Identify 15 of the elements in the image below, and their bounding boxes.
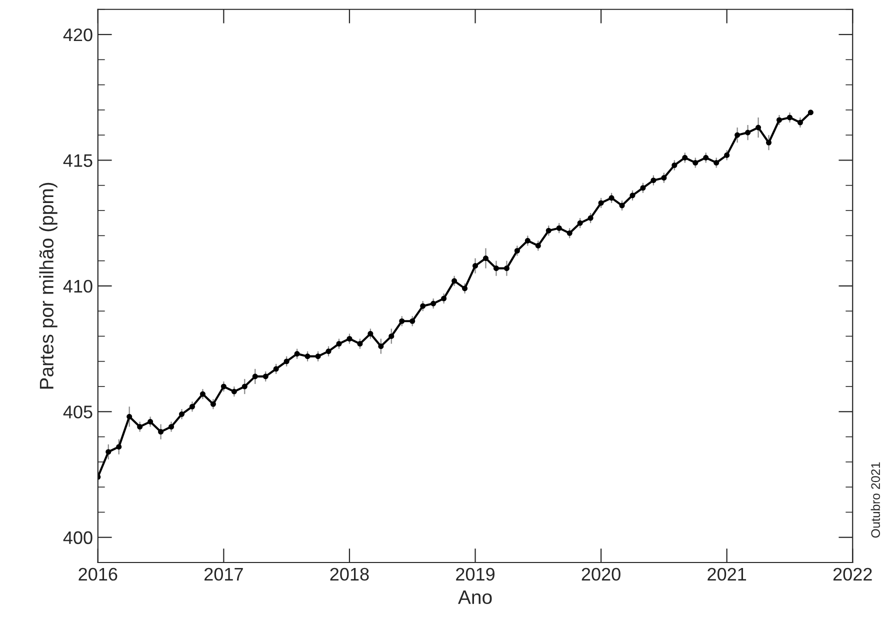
y-axis-title: Partes por milhão (ppm) xyxy=(39,182,58,389)
x-tick-label: 2021 xyxy=(708,568,746,581)
x-tick-label: 2017 xyxy=(204,568,243,581)
x-tick-label: 2018 xyxy=(330,568,369,581)
y-tick-label: 410 xyxy=(63,280,92,293)
x-tick-label: 2020 xyxy=(582,568,620,581)
x-tick-label: 2019 xyxy=(456,568,494,581)
y-tick-label: 405 xyxy=(63,406,92,418)
y-tick-label: 420 xyxy=(63,28,92,42)
text: Outubro 2021 xyxy=(870,462,880,538)
y-tick-label: 400 xyxy=(63,531,92,544)
y-tick-label: 415 xyxy=(63,154,92,167)
x-axis-title: Ano xyxy=(458,590,492,604)
x-tick-label: 2022 xyxy=(833,568,872,581)
x-tick-label: 2016 xyxy=(78,568,118,581)
